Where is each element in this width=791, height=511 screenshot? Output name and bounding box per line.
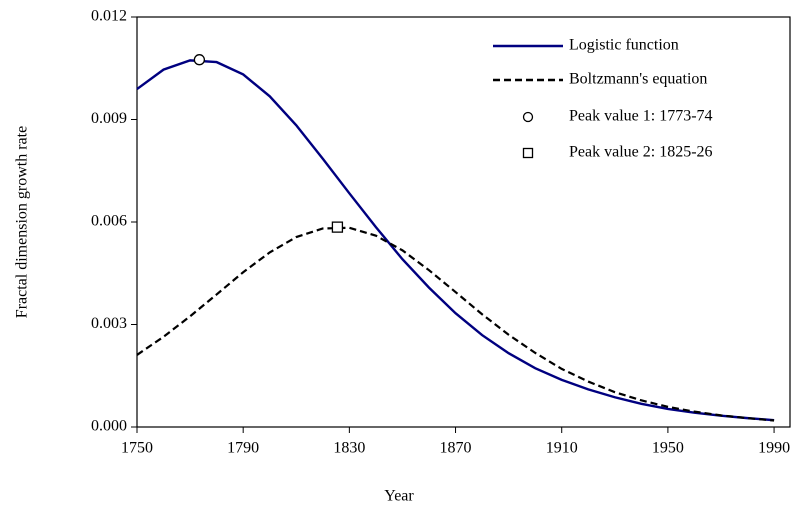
x-tick-label: 1990 — [758, 440, 790, 457]
y-tick-label: 0.000 — [91, 418, 127, 435]
legend-symbol — [522, 147, 534, 159]
plot-frame — [136, 16, 791, 428]
legend-symbol — [522, 111, 534, 123]
y-tick-label: 0.003 — [91, 315, 127, 332]
legend-label: Logistic function — [569, 37, 679, 54]
x-tick-label: 1750 — [121, 440, 153, 457]
series-line — [136, 59, 775, 422]
y-tick-label: 0.006 — [91, 213, 127, 230]
peak-marker — [193, 54, 206, 66]
legend-label: Boltzmann's equation — [569, 71, 707, 88]
peak-marker — [331, 221, 344, 233]
x-axis-label: Year — [384, 488, 414, 505]
y-axis-label: Fractal dimension growth rate — [14, 126, 31, 318]
series-line — [136, 226, 775, 422]
x-tick-label: 1910 — [546, 440, 578, 457]
x-tick-label: 1790 — [227, 440, 259, 457]
x-tick-label: 1950 — [652, 440, 684, 457]
x-tick-label: 1870 — [440, 440, 472, 457]
y-tick-label: 0.009 — [91, 110, 127, 127]
legend-label: Peak value 2: 1825-26 — [569, 144, 713, 161]
legend-label: Peak value 1: 1773-74 — [569, 108, 713, 125]
y-tick-label: 0.012 — [91, 8, 127, 25]
x-tick-label: 1830 — [333, 440, 365, 457]
